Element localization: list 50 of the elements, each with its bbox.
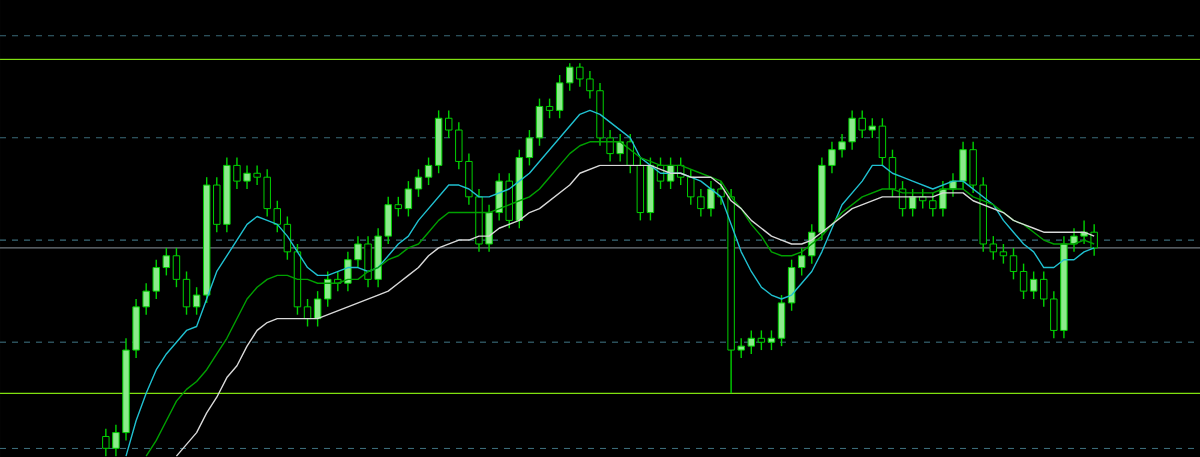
candlestick [344, 251, 352, 292]
candlestick [273, 200, 282, 233]
candlestick [626, 133, 634, 174]
candlestick [354, 235, 362, 269]
candlestick [606, 129, 614, 163]
candlestick [566, 62, 574, 92]
candlestick [445, 109, 453, 139]
candlestick [1040, 270, 1048, 308]
candlestick [1070, 227, 1078, 253]
candlestick [112, 424, 120, 457]
candlestick [767, 329, 776, 351]
candlestick [797, 247, 806, 277]
candlestick [999, 243, 1008, 265]
candlestick [414, 168, 423, 198]
candlestick [838, 133, 846, 159]
candlestick [394, 196, 403, 218]
candlestick [707, 180, 715, 218]
candlestick [1019, 262, 1028, 300]
candlestick [989, 235, 998, 261]
candlestick [858, 109, 866, 139]
candlestick [404, 180, 413, 218]
candlestick [192, 286, 201, 316]
candlestick [545, 97, 554, 119]
candlestick [1090, 223, 1098, 257]
candlestick [848, 109, 856, 151]
candlestick [687, 168, 695, 206]
candlestick [828, 141, 836, 174]
candlestick [424, 156, 433, 186]
candlestick [253, 164, 261, 186]
candlestick [313, 290, 322, 328]
candlestick [616, 133, 624, 163]
candlestick [323, 270, 332, 308]
candlestick [172, 247, 181, 288]
candlestick [162, 247, 171, 277]
candlestick [243, 164, 251, 190]
candlestick [697, 188, 705, 218]
candlestick [525, 129, 534, 167]
candlestick [576, 62, 584, 88]
candlestick [1009, 247, 1018, 281]
candlestick [737, 337, 745, 359]
candlestick [586, 70, 594, 100]
candlestick [929, 192, 937, 218]
candlestick [1029, 270, 1038, 300]
candlestick [152, 259, 160, 300]
candlestick [233, 156, 241, 190]
candlestick [757, 329, 766, 351]
candlestick [142, 282, 150, 316]
candlestick [908, 188, 917, 218]
candlestick [747, 329, 756, 355]
candlestick [868, 117, 877, 139]
